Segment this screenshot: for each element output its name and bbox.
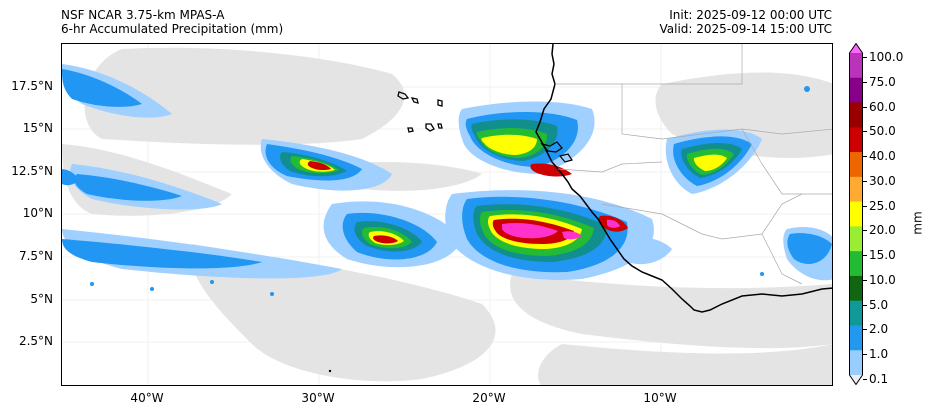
colorbar-tick [863,304,867,306]
colorbar-outline [849,43,863,385]
lat-label-15: 15°N [22,121,53,135]
colorbar-tick [863,106,867,108]
colorbar-segment [849,350,863,376]
field-title: 6-hr Accumulated Precipitation (mm) [61,22,284,36]
colorbar-segment [849,300,863,326]
colorbar-tick [863,81,867,83]
colorbar-tick-label: 2.0 [869,322,889,337]
valid-time: Valid: 2025-09-14 15:00 UTC [659,22,832,36]
colorbar-tick-label: 60.0 [869,99,896,114]
lat-label-5: 5°N [30,292,53,306]
map-canvas [62,44,832,385]
colorbar-tick-label: 40.0 [869,149,896,164]
lat-label-12-5: 12.5°N [11,164,53,178]
colorbar-tick [863,279,867,281]
colorbar-tick [863,205,867,207]
colorbar-segments [849,43,863,385]
extreme-rain-areas [502,219,620,240]
colorbar-tick-label: 75.0 [869,74,896,89]
colorbar-tick-label: 15.0 [869,248,896,263]
colorbar-tick [863,255,867,257]
lon-label-10w: 10°W [643,391,677,405]
colorbar-tick-label: 1.0 [869,347,889,362]
colorbar-extend-max [849,43,863,53]
colorbar-tick [863,156,867,158]
lon-label-30w: 30°W [301,391,335,405]
lat-label-10: 10°N [22,206,53,220]
colorbar-segment [849,152,863,178]
colorbar [849,43,863,385]
colorbar-segment [849,102,863,128]
colorbar-segment [849,226,863,252]
coastline-islands [540,141,573,163]
colorbar-tick [863,180,867,182]
colorbar-segment [849,275,863,302]
colorbar-tick [863,230,867,232]
colorbar-tick [863,354,867,356]
lat-label-7-5: 7.5°N [18,249,53,263]
colorbar-tick-label: 10.0 [869,272,896,287]
colorbar-unit: mm [910,211,925,235]
colorbar-segment [849,251,863,277]
isolated-cells [90,86,810,373]
colorbar-tick-label: 25.0 [869,198,896,213]
colorbar-tick-label: 100.0 [869,50,904,64]
colorbar-segment [849,77,863,104]
lat-label-2-5: 2.5°N [18,334,53,348]
colorbar-tick [863,329,867,331]
country-borders [555,44,832,285]
colorbar-segment [849,53,863,79]
colorbar-tick-label: 20.0 [869,223,896,238]
colorbar-segment [849,176,863,203]
colorbar-segment [849,201,863,227]
colorbar-tick-label: 0.1 [869,372,889,386]
time-info: Init: 2025-09-12 00:00 UTC Valid: 2025-0… [659,8,832,36]
colorbar-tick [863,131,867,133]
lon-label-20w: 20°W [472,391,506,405]
init-time: Init: 2025-09-12 00:00 UTC [669,8,832,22]
colorbar-tick [863,379,867,380]
lon-label-40w: 40°W [130,391,164,405]
colorbar-segment [849,127,863,153]
map-title: NSF NCAR 3.75-km MPAS-A 6-hr Accumulated… [61,8,283,36]
precipitation-map [61,43,833,386]
colorbar-tick-label: 30.0 [869,173,896,188]
colorbar-tick-label: 5.0 [869,297,889,312]
cape-verde-islands [397,91,443,133]
colorbar-extend-min [849,375,863,385]
lat-label-17-5: 17.5°N [11,79,53,93]
coastline [535,44,832,313]
colorbar-tick [863,57,867,58]
colorbar-tick-label: 50.0 [869,124,896,139]
colorbar-segment [849,325,863,351]
model-title: NSF NCAR 3.75-km MPAS-A [61,8,225,22]
